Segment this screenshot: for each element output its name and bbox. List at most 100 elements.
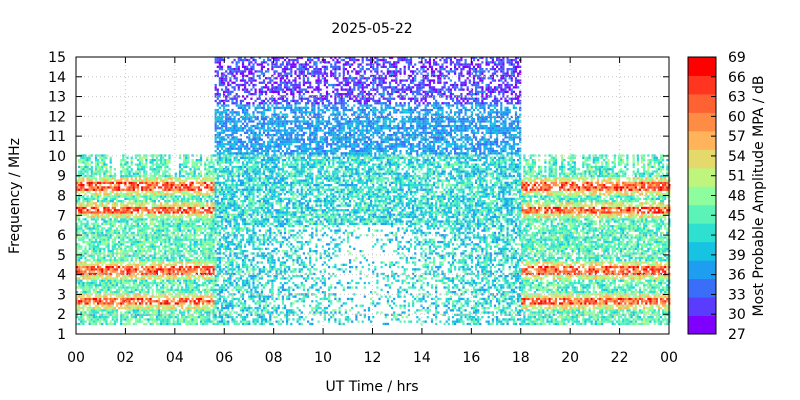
heatmap-cell <box>215 302 217 304</box>
heatmap-cell <box>108 182 110 184</box>
heatmap-cell <box>87 252 89 254</box>
heatmap-cell <box>133 198 135 200</box>
heatmap-cell <box>80 266 82 268</box>
heatmap-cell <box>147 250 149 252</box>
heatmap-cell <box>152 230 154 232</box>
heatmap-cell <box>158 252 160 254</box>
heatmap-cell <box>137 218 139 220</box>
heatmap-cell <box>120 211 122 213</box>
heatmap-cell <box>150 323 152 325</box>
heatmap-cell <box>231 120 233 122</box>
heatmap-cell <box>135 239 137 241</box>
heatmap-cell <box>246 195 248 197</box>
heatmap-cell <box>101 271 103 273</box>
heatmap-cell <box>215 230 217 232</box>
heatmap-cell <box>168 271 170 273</box>
heatmap-cell <box>126 307 128 309</box>
heatmap-cell <box>181 307 183 309</box>
heatmap-cell <box>225 195 227 197</box>
heatmap-cell <box>87 189 89 191</box>
heatmap-cell <box>145 227 147 229</box>
heatmap-cell <box>105 202 107 204</box>
heatmap-cell <box>93 218 95 220</box>
heatmap-cell <box>108 266 110 268</box>
heatmap-cell <box>158 191 160 193</box>
heatmap-cell <box>168 159 170 161</box>
heatmap-cell <box>213 173 215 175</box>
heatmap-cell <box>101 180 103 182</box>
heatmap-cell <box>99 173 101 175</box>
heatmap-cell <box>240 73 242 75</box>
heatmap-cell <box>202 180 204 182</box>
heatmap-cell <box>219 100 221 102</box>
heatmap-cell <box>162 282 164 284</box>
heatmap-cell <box>141 223 143 225</box>
heatmap-cell <box>210 161 212 163</box>
heatmap-cell <box>236 166 238 168</box>
heatmap-cell <box>101 227 103 229</box>
heatmap-cell <box>122 241 124 243</box>
heatmap-cell <box>208 248 210 250</box>
heatmap-cell <box>208 318 210 320</box>
heatmap-cell <box>166 296 168 298</box>
heatmap-cell <box>101 164 103 166</box>
heatmap-cell <box>89 316 91 318</box>
heatmap-cell <box>103 211 105 213</box>
heatmap-cell <box>240 241 242 243</box>
heatmap-cell <box>181 277 183 279</box>
heatmap-cell <box>87 220 89 222</box>
heatmap-cell <box>158 225 160 227</box>
heatmap-cell <box>160 191 162 193</box>
heatmap-cell <box>162 218 164 220</box>
heatmap-cell <box>154 243 156 245</box>
heatmap-cell <box>103 309 105 311</box>
heatmap-cell <box>143 209 145 211</box>
heatmap-cell <box>192 189 194 191</box>
heatmap-cell <box>141 296 143 298</box>
heatmap-cell <box>181 239 183 241</box>
heatmap-cell <box>93 189 95 191</box>
heatmap-cell <box>202 259 204 261</box>
heatmap-cell <box>219 286 221 288</box>
heatmap-cell <box>231 70 233 72</box>
heatmap-cell <box>135 286 137 288</box>
heatmap-cell <box>189 289 191 291</box>
heatmap-cell <box>166 250 168 252</box>
heatmap-cell <box>103 277 105 279</box>
heatmap-cell <box>158 154 160 156</box>
heatmap-cell <box>160 282 162 284</box>
heatmap-cell <box>108 277 110 279</box>
heatmap-cell <box>196 239 198 241</box>
heatmap-cell <box>215 220 217 222</box>
heatmap-cell <box>150 248 152 250</box>
heatmap-cell <box>91 282 93 284</box>
heatmap-cell <box>95 275 97 277</box>
heatmap-cell <box>116 280 118 282</box>
heatmap-cell <box>194 307 196 309</box>
heatmap-cell <box>158 159 160 161</box>
heatmap-cell <box>114 168 116 170</box>
heatmap-cell <box>173 307 175 309</box>
heatmap-cell <box>213 252 215 254</box>
heatmap-cell <box>131 157 133 159</box>
heatmap-cell <box>97 246 99 248</box>
heatmap-cell <box>135 296 137 298</box>
heatmap-cell <box>135 305 137 307</box>
heatmap-cell <box>238 225 240 227</box>
heatmap-cell <box>164 186 166 188</box>
heatmap-cell <box>196 286 198 288</box>
heatmap-cell <box>229 316 231 318</box>
heatmap-cell <box>108 177 110 179</box>
heatmap-cell <box>189 282 191 284</box>
heatmap-cell <box>91 275 93 277</box>
heatmap-cell <box>227 129 229 131</box>
heatmap-cell <box>238 166 240 168</box>
heatmap-cell <box>116 191 118 193</box>
heatmap-cell <box>213 316 215 318</box>
heatmap-cell <box>150 266 152 268</box>
heatmap-cell <box>236 120 238 122</box>
heatmap-cell <box>177 261 179 263</box>
heatmap-cell <box>108 302 110 304</box>
heatmap-cell <box>219 220 221 222</box>
heatmap-cell <box>244 318 246 320</box>
